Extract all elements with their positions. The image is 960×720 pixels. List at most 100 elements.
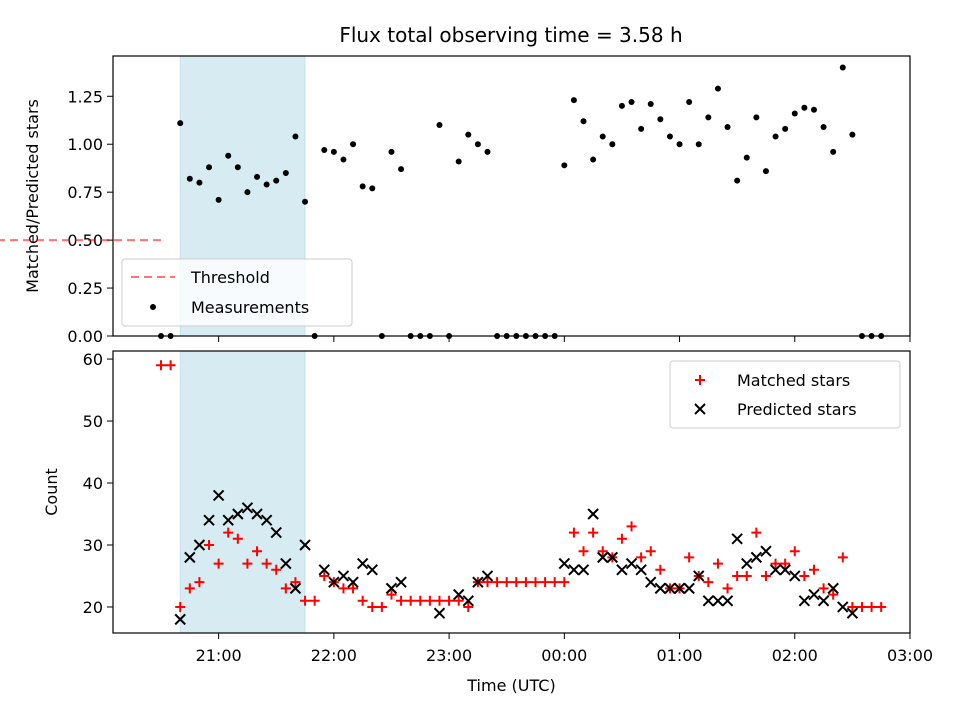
matched-star-point: [626, 521, 637, 532]
predicted-star-point: [558, 557, 571, 570]
matched-star-point: [338, 583, 349, 594]
predicted-star-point: [299, 539, 311, 551]
measurement-point: [484, 148, 491, 155]
matched-star-point: [722, 583, 733, 594]
x-tick-label: 02:00: [772, 646, 818, 665]
predicted-star-point: [577, 564, 590, 576]
measurement-point: [206, 164, 213, 171]
predicted-star-point: [741, 557, 753, 570]
measurement-point: [282, 169, 289, 176]
ratio-panel: 0.00 0.25 0.50 0.75 1.00 1.25 Matched/Predicte…: [0, 55, 911, 346]
predicted-star-point: [337, 570, 350, 582]
matched-star-point: [876, 601, 887, 612]
predicted-star-point: [846, 607, 859, 619]
predicted-star-point: [817, 595, 830, 607]
predicted-star-point: [837, 601, 849, 613]
matched-star-point: [444, 595, 455, 606]
axes-frame: [112, 350, 911, 634]
legend-box: [669, 360, 901, 429]
matched-star-point: [367, 601, 378, 612]
matched-star-point: [213, 558, 224, 569]
measurement-point: [638, 125, 645, 132]
measurement-point: [215, 196, 222, 203]
matched-star-point: [376, 601, 387, 612]
x-tick-label: 03:00: [887, 646, 933, 665]
predicted-star-point: [385, 582, 398, 595]
measurement-point: [561, 162, 568, 169]
y-tick-label: 0.50: [67, 231, 103, 250]
matched-star-point: [280, 583, 291, 594]
predicted-star-point: [251, 508, 263, 520]
measurement-point: [772, 133, 779, 140]
predicted-star-point: [760, 545, 772, 557]
measurement-point: [234, 164, 241, 171]
predicted-star-point: [673, 582, 686, 595]
predicted-star-point: [193, 539, 206, 551]
predicted-star-point: [731, 533, 743, 545]
matched-star-point: [453, 595, 464, 606]
matched-star-point: [578, 546, 589, 557]
predicted-star-point: [472, 576, 484, 588]
predicted-star-point: [616, 564, 628, 576]
matched-star-point: [808, 564, 819, 575]
matched-star-point: [300, 595, 311, 606]
predicted-star-point: [184, 551, 196, 564]
matched-star-point: [424, 595, 435, 606]
legend-predicted-swatch: [694, 403, 706, 415]
measurement-point: [628, 99, 635, 106]
predicted-star-point: [808, 588, 820, 601]
matched-star-point: [405, 595, 416, 606]
measurement-point: [753, 114, 760, 121]
predicted-star-point: [212, 489, 225, 502]
predicted-star-point: [222, 514, 234, 526]
measurement-point: [359, 183, 366, 190]
plot-area: [156, 360, 887, 626]
measurement-point: [791, 110, 798, 117]
measurement-point: [340, 156, 347, 163]
measurement-point: [820, 123, 827, 130]
measurement-point: [330, 148, 337, 155]
predicted-star-point: [270, 526, 282, 539]
y-tick-label: 1.00: [67, 135, 103, 154]
measurement-point: [302, 198, 309, 205]
matched-star-point: [597, 546, 608, 557]
measurement-point: [186, 175, 193, 182]
matched-star-point: [588, 527, 599, 538]
y-tick-label: 60: [83, 350, 103, 369]
predicted-star-point: [328, 576, 340, 588]
legend-label: Matched stars: [737, 371, 850, 390]
matched-star-point: [732, 570, 743, 581]
measurement-point: [388, 148, 395, 155]
matched-star-point: [799, 570, 810, 581]
measurement-point: [714, 85, 721, 92]
matched-star-point: [511, 577, 522, 588]
matched-star-point: [770, 558, 781, 569]
matched-star-point: [482, 577, 493, 588]
measurement-point: [705, 114, 712, 121]
measurement-point: [465, 131, 472, 138]
matched-star-point: [540, 577, 551, 588]
matched-star-point: [463, 601, 474, 612]
y-tick-label: 30: [83, 536, 103, 555]
matched-star-point: [616, 533, 627, 544]
predicted-star-point: [606, 551, 619, 564]
matched-star-point: [837, 552, 848, 563]
x-tick-label: 00:00: [541, 646, 587, 665]
matched-star-point: [780, 558, 791, 569]
measurement-point: [225, 152, 232, 159]
legend-box: [121, 258, 353, 327]
predicted-star-point: [433, 607, 446, 619]
measurement-point: [455, 158, 462, 165]
legend: Threshold Measurements: [121, 258, 353, 327]
matched-star-point: [232, 533, 243, 544]
measurement-point: [734, 177, 741, 184]
measurement-point: [350, 141, 357, 148]
y-tick-label: 20: [83, 598, 103, 617]
measurement-point: [676, 141, 683, 148]
matched-star-point: [818, 583, 829, 594]
predicted-star-point: [712, 595, 724, 607]
measurement-point: [618, 102, 625, 109]
measurement-point: [590, 156, 597, 163]
matched-star-point: [549, 577, 560, 588]
legend-measurement-swatch: [150, 304, 156, 310]
